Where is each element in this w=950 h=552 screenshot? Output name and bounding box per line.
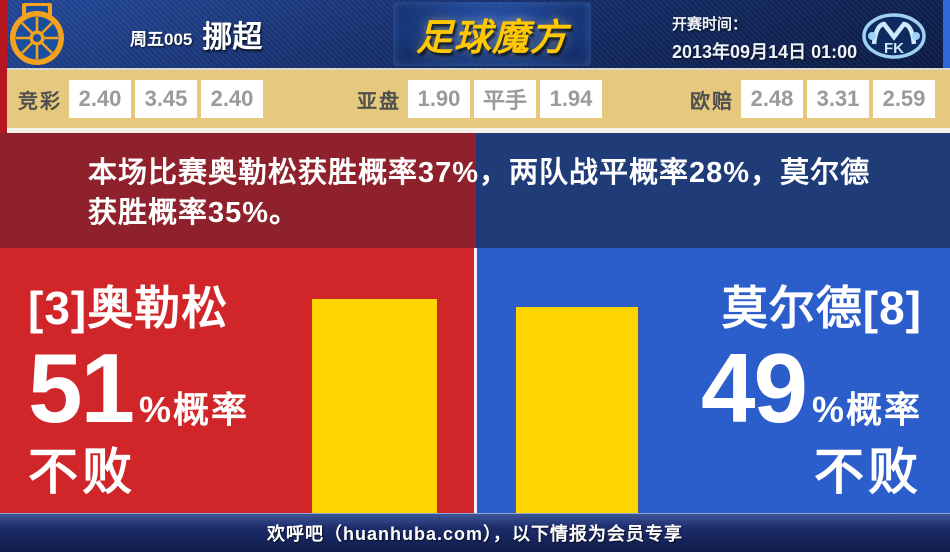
home-team-name: [3]奥勒松 [28, 282, 229, 334]
odds-label-jingcai: 竞彩 [18, 90, 62, 113]
away-team-name: 莫尔德[8] [721, 282, 922, 334]
odds-label-oupei: 欧赔 [690, 90, 734, 113]
right-edge-stripe [943, 0, 950, 68]
odds-group-jingcai: 竞彩 2.40 3.45 2.40 [18, 70, 267, 128]
odds-value[interactable]: 平手 [474, 80, 536, 118]
left-edge-stripe [0, 0, 7, 133]
odds-group-yapan: 亚盘 1.90 平手 1.94 [357, 70, 606, 128]
odds-label-yapan: 亚盘 [357, 90, 401, 113]
center-divider [474, 248, 477, 513]
header-bar: 周五005 挪超 足球魔方 开赛时间： 2013年09月14日 01:00 FK [0, 0, 950, 68]
kickoff-time: 2013年09月14日 01:00 [672, 42, 858, 62]
footer-bar: 欢呼吧（huanhuba.com），以下情报为会员专享 [0, 513, 950, 552]
header-separator [0, 68, 950, 70]
odds-value[interactable]: 2.48 [741, 80, 803, 118]
odds-value[interactable]: 1.90 [408, 80, 470, 118]
away-result-label: 不败 [814, 444, 922, 500]
home-percent-row: 51 %概率 [28, 339, 249, 437]
match-code: 周五005 [130, 29, 193, 49]
away-percent-row: 49 %概率 [701, 339, 922, 437]
away-percent-suffix: %概率 [811, 389, 922, 430]
home-result-label: 不败 [28, 444, 136, 500]
match-info: 周五005 挪超 [130, 0, 262, 68]
odds-row: 竞彩 2.40 3.45 2.40 亚盘 1.90 平手 1.94 欧赔 2.4… [0, 70, 950, 128]
brand-logo: 足球魔方 [393, 2, 591, 66]
odds-value[interactable]: 1.94 [540, 80, 602, 118]
odds-value[interactable]: 2.59 [873, 80, 935, 118]
away-probability-bar [516, 307, 638, 513]
analysis-summary: 本场比赛奥勒松获胜概率37%，两队战平概率28%，莫尔德获胜概率35%。 [88, 157, 871, 229]
footer-text: 欢呼吧（huanhuba.com），以下情报为会员专享 [266, 524, 683, 544]
svg-text:FK: FK [884, 40, 904, 57]
odds-separator [0, 128, 950, 133]
kickoff-info: 开赛时间： 2013年09月14日 01:00 [672, 13, 857, 64]
aalesund-crest-icon [9, 3, 65, 66]
odds-group-oupei: 欧赔 2.48 3.31 2.59 [690, 70, 939, 128]
odds-value[interactable]: 3.45 [135, 80, 197, 118]
main-panel: 本场比赛奥勒松获胜概率37%，两队战平概率28%，莫尔德获胜概率35%。 [3]… [0, 133, 950, 513]
molde-fk-crest-icon: FK [862, 13, 926, 59]
kickoff-label: 开赛时间： [672, 16, 748, 33]
odds-value[interactable]: 3.31 [807, 80, 869, 118]
odds-value[interactable]: 2.40 [69, 80, 131, 118]
home-percent-suffix: %概率 [139, 389, 250, 430]
away-percent-value: 49 [700, 333, 808, 443]
home-probability-bar [312, 298, 437, 513]
brand-logo-text: 足球魔方 [416, 17, 568, 58]
away-team-block: 莫尔德[8] 49 %概率 不败 [701, 285, 922, 497]
league-name: 挪超 [202, 21, 263, 54]
odds-value[interactable]: 2.40 [201, 80, 263, 118]
home-percent-value: 51 [28, 333, 135, 443]
home-team-block: [3]奥勒松 51 %概率 不败 [28, 285, 249, 497]
